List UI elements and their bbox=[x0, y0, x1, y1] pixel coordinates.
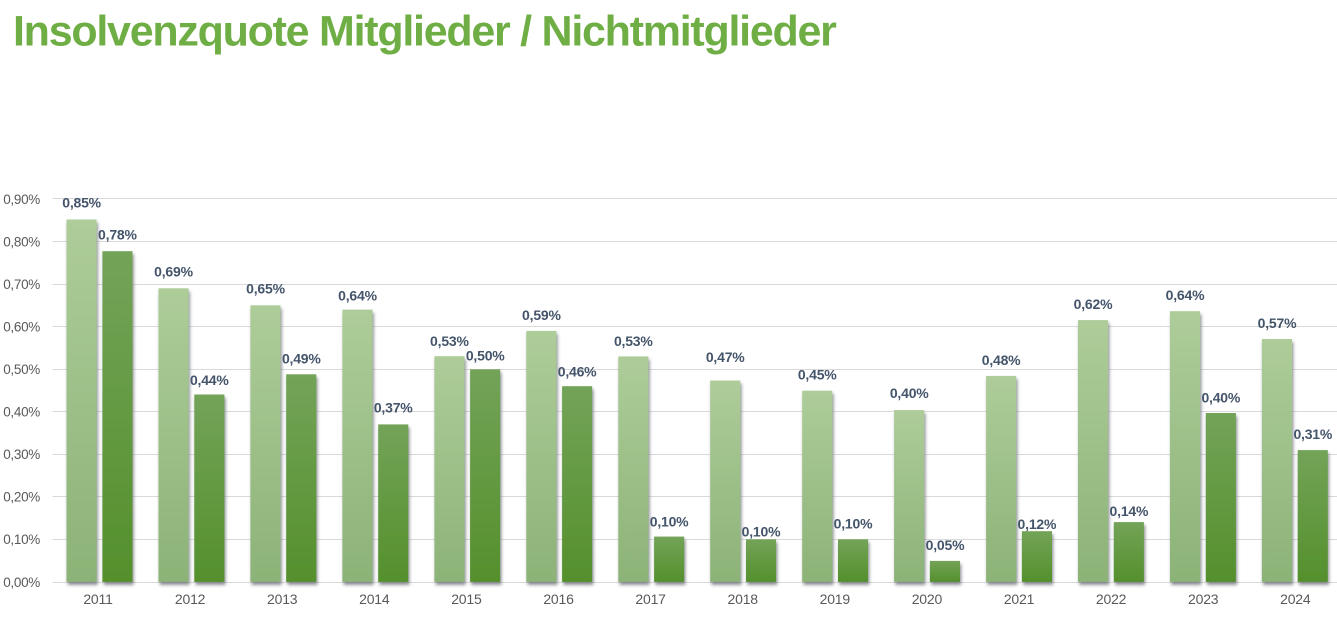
svg-text:0,12%: 0,12% bbox=[1018, 516, 1057, 532]
svg-text:0,44%: 0,44% bbox=[190, 372, 229, 388]
svg-text:0,10%: 0,10% bbox=[834, 515, 873, 531]
svg-text:2019: 2019 bbox=[820, 591, 851, 607]
svg-text:0,10%: 0,10% bbox=[650, 514, 689, 530]
svg-text:0,37%: 0,37% bbox=[374, 400, 413, 416]
svg-text:0,47%: 0,47% bbox=[706, 349, 745, 365]
svg-text:0,50%: 0,50% bbox=[466, 348, 505, 364]
svg-text:0,62%: 0,62% bbox=[1074, 296, 1113, 312]
svg-text:0,85%: 0,85% bbox=[62, 194, 101, 210]
svg-text:2016: 2016 bbox=[543, 591, 574, 607]
svg-text:0,53%: 0,53% bbox=[430, 333, 469, 349]
svg-text:0,46%: 0,46% bbox=[558, 364, 597, 380]
svg-text:2017: 2017 bbox=[635, 591, 666, 607]
svg-text:0,90%: 0,90% bbox=[3, 192, 40, 207]
svg-text:2021: 2021 bbox=[1004, 591, 1035, 607]
svg-text:0,78%: 0,78% bbox=[98, 227, 137, 243]
svg-text:0,10%: 0,10% bbox=[3, 532, 40, 547]
svg-text:0,69%: 0,69% bbox=[154, 264, 193, 280]
svg-text:0,70%: 0,70% bbox=[3, 277, 40, 292]
svg-text:2013: 2013 bbox=[267, 591, 298, 607]
svg-text:0,80%: 0,80% bbox=[3, 234, 40, 249]
svg-text:2023: 2023 bbox=[1188, 591, 1219, 607]
svg-text:0,64%: 0,64% bbox=[338, 287, 377, 303]
svg-text:0,40%: 0,40% bbox=[3, 405, 40, 420]
svg-text:0,05%: 0,05% bbox=[926, 537, 965, 553]
svg-text:0,30%: 0,30% bbox=[3, 447, 40, 462]
svg-text:0,59%: 0,59% bbox=[522, 307, 561, 323]
svg-text:2015: 2015 bbox=[451, 591, 482, 607]
svg-text:0,60%: 0,60% bbox=[3, 319, 40, 334]
svg-text:0,48%: 0,48% bbox=[982, 352, 1021, 368]
svg-text:2014: 2014 bbox=[359, 591, 390, 607]
svg-text:2012: 2012 bbox=[175, 591, 206, 607]
svg-text:0,31%: 0,31% bbox=[1293, 426, 1332, 442]
svg-text:2022: 2022 bbox=[1096, 591, 1127, 607]
svg-text:0,53%: 0,53% bbox=[614, 333, 653, 349]
svg-text:0,40%: 0,40% bbox=[890, 385, 929, 401]
svg-text:0,57%: 0,57% bbox=[1258, 315, 1297, 331]
svg-text:0,00%: 0,00% bbox=[3, 575, 40, 590]
svg-text:0,65%: 0,65% bbox=[246, 281, 285, 297]
svg-text:0,10%: 0,10% bbox=[742, 524, 781, 540]
svg-text:0,50%: 0,50% bbox=[3, 362, 40, 377]
svg-text:0,14%: 0,14% bbox=[1110, 503, 1149, 519]
svg-text:2020: 2020 bbox=[912, 591, 943, 607]
svg-text:0,45%: 0,45% bbox=[798, 366, 837, 382]
svg-text:0,64%: 0,64% bbox=[1166, 287, 1205, 303]
svg-text:0,49%: 0,49% bbox=[282, 351, 321, 367]
svg-text:0,40%: 0,40% bbox=[1201, 389, 1240, 405]
svg-text:Insolvenzquote Mitglieder / Ni: Insolvenzquote Mitglieder / Nichtmitglie… bbox=[13, 8, 837, 56]
svg-text:0,20%: 0,20% bbox=[3, 490, 40, 505]
svg-text:2018: 2018 bbox=[728, 591, 759, 607]
svg-text:2011: 2011 bbox=[83, 591, 113, 607]
svg-text:2024: 2024 bbox=[1280, 591, 1311, 607]
